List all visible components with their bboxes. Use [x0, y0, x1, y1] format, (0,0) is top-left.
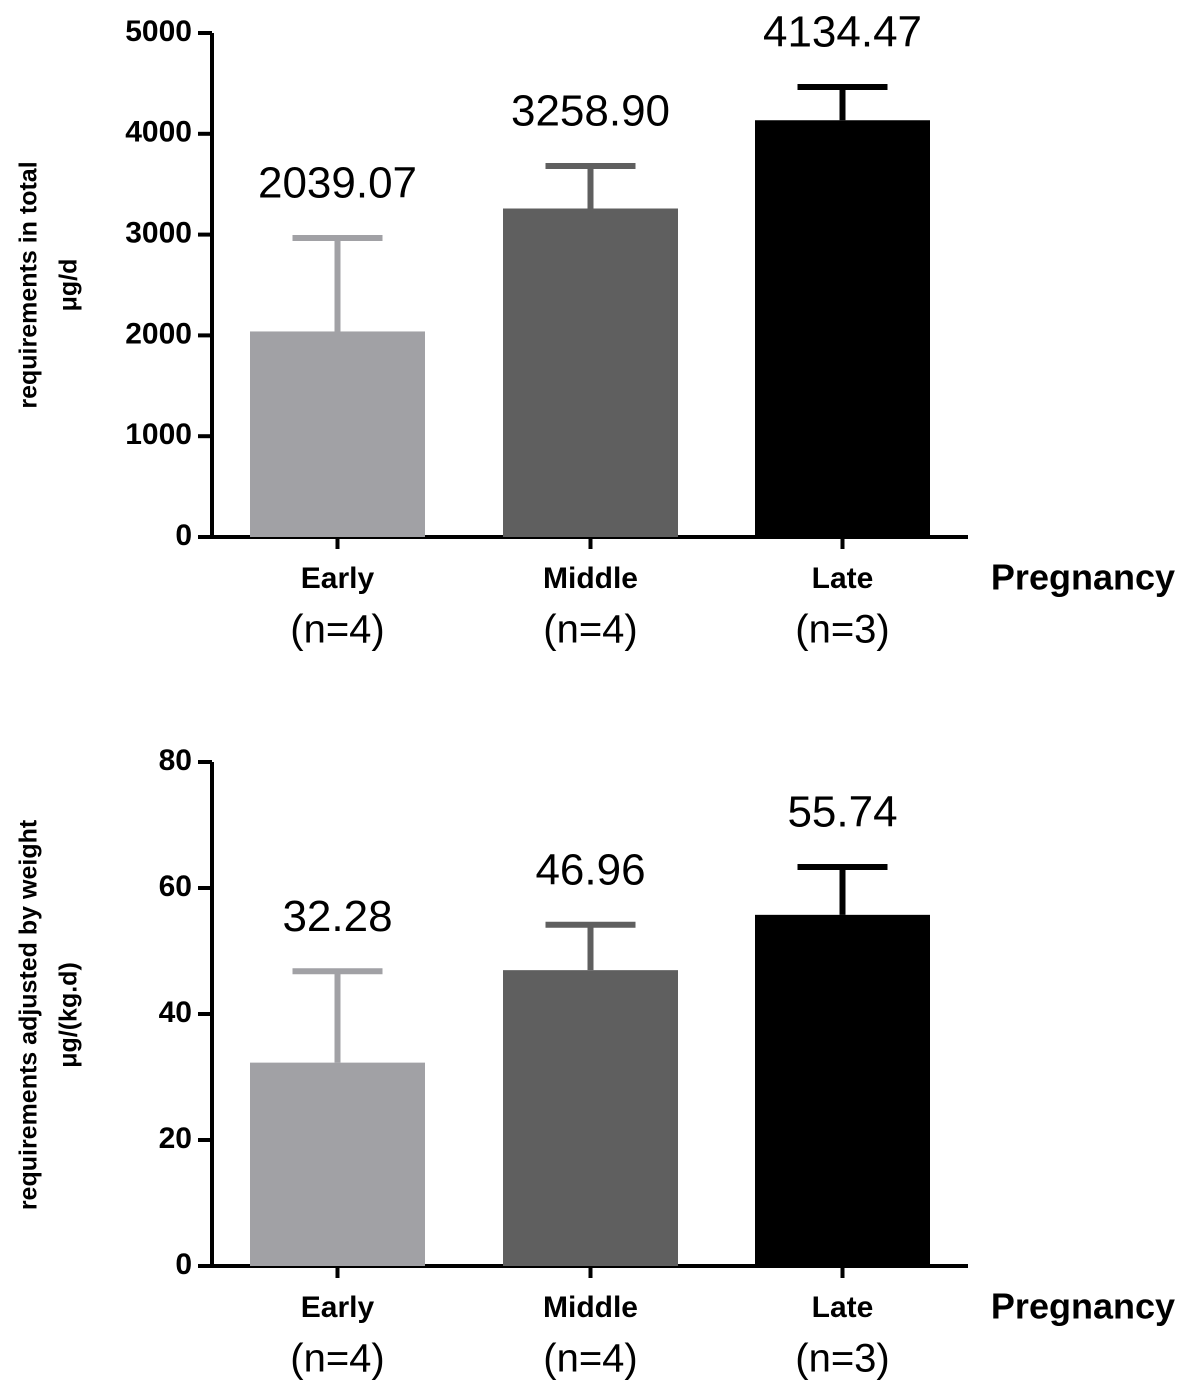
bar: [250, 331, 425, 537]
value-label: 46.96: [535, 845, 645, 894]
bar: [755, 914, 930, 1266]
y-axis-label: μg/(kg.d): [55, 962, 83, 1068]
x-axis-label: Pregnancy: [991, 1286, 1175, 1327]
y-axis-label: μg/d: [55, 259, 83, 312]
y-tick-label: 1000: [125, 418, 192, 451]
bar: [250, 1062, 425, 1266]
y-tick-label: 4000: [125, 116, 192, 149]
x-tick-label: Late: [812, 1291, 874, 1324]
y-tick-label: 0: [175, 519, 192, 552]
value-label: 55.74: [787, 788, 897, 837]
y-tick-label: 0: [175, 1248, 192, 1281]
y-tick-label: 2000: [125, 317, 192, 350]
value-label: 32.28: [282, 892, 392, 941]
value-label: 4134.47: [763, 8, 922, 57]
y-tick-label: 3000: [125, 217, 192, 250]
y-tick-label: 40: [159, 996, 192, 1029]
y-tick-label: 80: [159, 744, 192, 777]
x-tick-label: Early: [301, 562, 375, 595]
x-tick-sublabel: (n=4): [543, 608, 638, 652]
x-tick-label: Late: [812, 562, 874, 595]
x-axis-label: Pregnancy: [991, 557, 1175, 598]
x-tick-sublabel: (n=4): [290, 608, 385, 652]
bar: [503, 970, 678, 1266]
y-axis-label: requirements adjusted by weight: [15, 819, 43, 1210]
x-tick-label: Middle: [543, 562, 638, 595]
x-tick-sublabel: (n=4): [290, 1337, 385, 1381]
value-label: 3258.90: [511, 87, 670, 136]
y-axis-label: requirements in total: [15, 161, 43, 408]
x-tick-sublabel: (n=3): [795, 1337, 890, 1381]
y-tick-label: 5000: [125, 15, 192, 48]
bar: [503, 208, 678, 538]
x-tick-sublabel: (n=4): [543, 1337, 638, 1381]
y-tick-label: 60: [159, 870, 192, 903]
value-label: 2039.07: [258, 159, 417, 208]
x-tick-sublabel: (n=3): [795, 608, 890, 652]
bar: [755, 120, 930, 537]
y-tick-label: 20: [159, 1122, 192, 1155]
x-tick-label: Early: [301, 1291, 375, 1324]
x-tick-label: Middle: [543, 1291, 638, 1324]
